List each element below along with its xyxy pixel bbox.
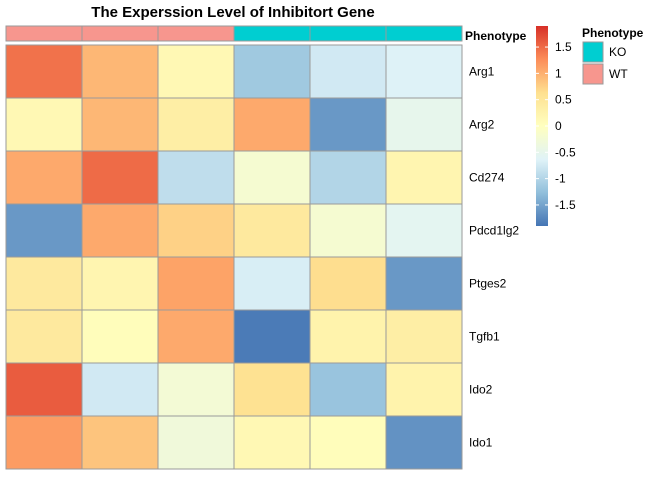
heatmap-cell	[81, 362, 159, 417]
row-label: Pdcd1lg2	[469, 224, 519, 238]
heatmap-cell	[157, 203, 235, 258]
heatmap-cell	[157, 97, 235, 152]
heatmap-cell	[81, 203, 159, 258]
heatmap-cell	[385, 309, 463, 364]
heatmap-cell	[385, 44, 463, 99]
heatmap-cell	[309, 309, 387, 364]
heatmap-cells	[5, 44, 463, 470]
annotation-cell-ko	[385, 25, 463, 42]
annotation-cell-ko	[309, 25, 387, 42]
heatmap-cell	[157, 150, 235, 205]
heatmap-cell	[157, 44, 235, 99]
row-label: Arg2	[469, 118, 495, 132]
heatmap-cell	[5, 203, 83, 258]
legend-swatch-ko	[582, 41, 604, 63]
heatmap-cell	[233, 44, 311, 99]
heatmap-cell	[233, 150, 311, 205]
heatmap-cell	[385, 362, 463, 417]
annotation-cell-wt	[157, 25, 235, 42]
heatmap-cell	[5, 309, 83, 364]
heatmap-cell	[157, 256, 235, 311]
row-label: Ido1	[469, 436, 493, 450]
heatmap-cell	[309, 97, 387, 152]
heatmap-cell	[233, 309, 311, 364]
heatmap-cell	[81, 309, 159, 364]
heatmap-cell	[385, 150, 463, 205]
annotation-cell-ko	[233, 25, 311, 42]
annotation-cell-wt	[81, 25, 159, 42]
heatmap-cell	[81, 150, 159, 205]
heatmap-cell	[233, 97, 311, 152]
colorbar: 1.5 1 0.5 0 -0.5 -1 -1.5	[536, 26, 576, 226]
colorbar-tick-label: 1	[555, 66, 562, 80]
row-labels: Arg1 Arg2 Cd274 Pdcd1lg2 Ptges2 Tgfb1 Ido2 Ido1	[469, 65, 519, 450]
heatmap-cell	[309, 44, 387, 99]
heatmap-cell	[309, 256, 387, 311]
legend-swatch-wt	[582, 63, 604, 85]
chart-title: The Experssion Level of Inhibitort Gene	[91, 4, 374, 21]
heatmap-cell	[81, 44, 159, 99]
colorbar-tick-label: 0	[555, 119, 562, 133]
phenotype-annotation-bar	[5, 25, 463, 42]
heatmap-cell	[309, 203, 387, 258]
colorbar-tick-label: 1.5	[555, 40, 572, 54]
heatmap-cell	[309, 415, 387, 470]
heatmap-cell	[385, 415, 463, 470]
heatmap-cell	[5, 150, 83, 205]
heatmap-cell	[5, 97, 83, 152]
row-label: Ido2	[469, 383, 493, 397]
heatmap-cell	[157, 309, 235, 364]
row-label: Tgfb1	[469, 330, 500, 344]
colorbar-tick-label: -0.5	[555, 145, 576, 159]
heatmap-cell	[385, 203, 463, 258]
heatmap-cell	[157, 415, 235, 470]
heatmap-cell	[309, 150, 387, 205]
row-label: Ptges2	[469, 277, 507, 291]
heatmap-cell	[5, 415, 83, 470]
heatmap-cell	[233, 362, 311, 417]
heatmap-cell	[5, 256, 83, 311]
heatmap-cell	[233, 256, 311, 311]
heatmap-cell	[5, 44, 83, 99]
row-label: Arg1	[469, 65, 495, 79]
colorbar-gradient	[536, 26, 548, 226]
heatmap-cell	[233, 415, 311, 470]
heatmap-cell	[233, 203, 311, 258]
heatmap-cell	[385, 256, 463, 311]
phenotype-legend: Phenotype KO WT	[582, 26, 644, 85]
legend-label-ko: KO	[609, 45, 626, 59]
annotation-cell-wt	[5, 25, 83, 42]
heatmap-cell	[81, 415, 159, 470]
heatmap-cell	[81, 97, 159, 152]
heatmap-cell	[385, 97, 463, 152]
annotation-row-label: Phenotype	[465, 29, 527, 43]
colorbar-tick-label: -1.5	[555, 198, 576, 212]
legend-label-wt: WT	[609, 67, 628, 81]
heatmap-cell	[157, 362, 235, 417]
colorbar-tick-label: 0.5	[555, 93, 572, 107]
heatmap-cell	[5, 362, 83, 417]
colorbar-tick-label: -1	[555, 172, 566, 186]
legend-title: Phenotype	[582, 26, 644, 40]
heatmap-cell	[309, 362, 387, 417]
row-label: Cd274	[469, 171, 505, 185]
heatmap-cell	[81, 256, 159, 311]
